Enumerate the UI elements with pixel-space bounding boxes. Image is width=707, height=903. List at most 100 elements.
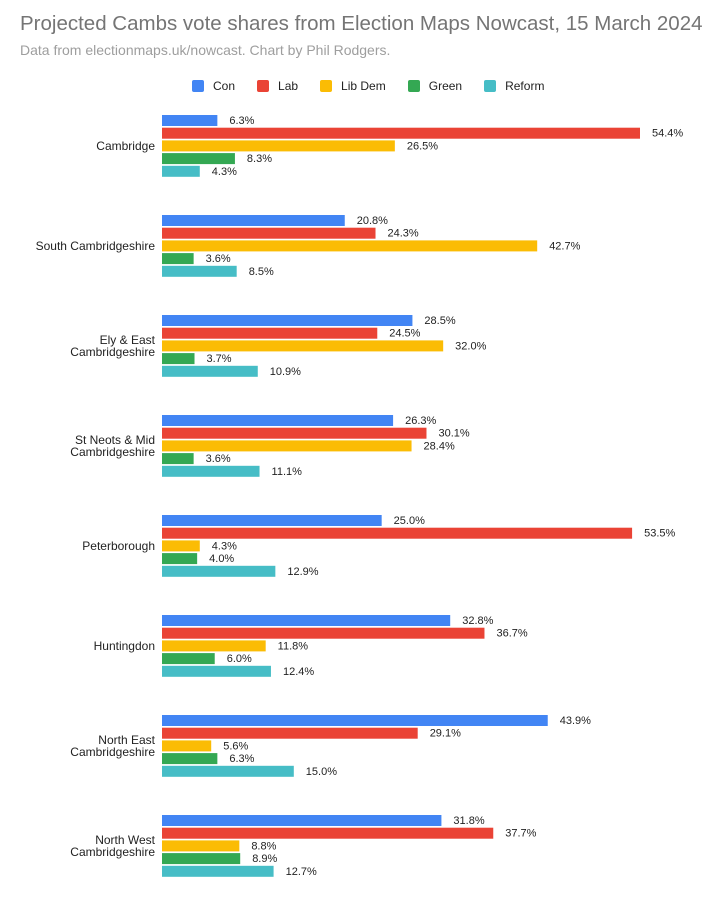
bar-south-cambridgeshire-lab[interactable] bbox=[162, 227, 376, 239]
data-label-huntingdon-reform: 12.4% bbox=[283, 666, 314, 678]
data-label-south-cambridgeshire-lib-dem: 42.7% bbox=[549, 240, 580, 252]
category-label-north-east-cambridgeshire: North East Cambridgeshire bbox=[70, 733, 155, 759]
category-label-line: Peterborough bbox=[82, 539, 155, 553]
bar-cambridge-lib-dem[interactable] bbox=[162, 140, 395, 152]
category-label-line: Cambridgeshire bbox=[70, 745, 155, 759]
legend-swatch-con bbox=[192, 80, 204, 92]
data-label-south-cambridgeshire-green: 3.6% bbox=[206, 253, 231, 265]
legend: Con Lab Lib Dem Green Reform bbox=[192, 79, 566, 93]
legend-swatch-lab bbox=[257, 80, 270, 92]
bar-huntingdon-con[interactable] bbox=[162, 615, 451, 626]
bar-peterborough-green[interactable] bbox=[162, 553, 198, 565]
bar-st-neots-and-mid-cambridgeshire-green[interactable] bbox=[162, 453, 194, 465]
bar-north-east-cambridgeshire-green[interactable] bbox=[162, 753, 218, 765]
legend-label-green: Green bbox=[428, 79, 463, 93]
bar-north-west-cambridgeshire-green[interactable] bbox=[162, 853, 241, 865]
data-label-ely-and-east-cambridgeshire-reform: 10.9% bbox=[270, 366, 301, 378]
data-label-st-neots-and-mid-cambridgeshire-con: 26.3% bbox=[405, 415, 436, 427]
data-label-south-cambridgeshire-reform: 8.5% bbox=[249, 266, 274, 278]
bar-huntingdon-reform[interactable] bbox=[162, 665, 271, 677]
data-label-peterborough-lib-dem: 4.3% bbox=[212, 540, 237, 552]
data-label-st-neots-and-mid-cambridgeshire-green: 3.6% bbox=[206, 453, 231, 465]
bar-north-east-cambridgeshire-lib-dem[interactable] bbox=[162, 740, 212, 752]
bar-south-cambridgeshire-con[interactable] bbox=[162, 215, 345, 226]
category-label-line: Cambridgeshire bbox=[70, 345, 155, 359]
data-label-huntingdon-lab: 36.7% bbox=[496, 628, 527, 640]
bar-peterborough-reform[interactable] bbox=[162, 565, 276, 577]
data-label-ely-and-east-cambridgeshire-lib-dem: 32.0% bbox=[455, 340, 486, 352]
data-label-north-west-cambridgeshire-con: 31.8% bbox=[453, 815, 484, 827]
category-label-cambridge: Cambridge bbox=[96, 139, 155, 153]
bar-north-west-cambridgeshire-con[interactable] bbox=[162, 815, 442, 826]
data-label-south-cambridgeshire-lab: 24.3% bbox=[388, 228, 419, 240]
bar-south-cambridgeshire-lib-dem[interactable] bbox=[162, 240, 538, 252]
category-label-peterborough: Peterborough bbox=[82, 539, 155, 553]
bar-huntingdon-lab[interactable] bbox=[162, 627, 485, 639]
legend-item-lib-dem[interactable]: Lib Dem bbox=[320, 79, 386, 93]
category-label-line: St Neots & Mid bbox=[75, 433, 155, 447]
bar-north-west-cambridgeshire-reform[interactable] bbox=[162, 865, 274, 877]
data-label-cambridge-con: 6.3% bbox=[229, 115, 254, 127]
category-label-line: Cambridgeshire bbox=[70, 845, 155, 859]
data-label-north-west-cambridgeshire-lib-dem: 8.8% bbox=[251, 840, 276, 852]
bar-huntingdon-green[interactable] bbox=[162, 653, 215, 665]
bar-south-cambridgeshire-reform[interactable] bbox=[162, 265, 237, 277]
bar-north-east-cambridgeshire-reform[interactable] bbox=[162, 765, 294, 777]
bar-cambridge-con[interactable] bbox=[162, 115, 218, 126]
category-label-huntingdon: Huntingdon bbox=[94, 639, 155, 653]
legend-swatch-lib-dem bbox=[320, 80, 333, 92]
legend-swatch-green bbox=[407, 80, 420, 92]
bar-st-neots-and-mid-cambridgeshire-reform[interactable] bbox=[162, 465, 260, 477]
legend-label-lib-dem: Lib Dem bbox=[341, 79, 386, 93]
category-label-line: Huntingdon bbox=[94, 639, 155, 653]
bar-cambridge-green[interactable] bbox=[162, 153, 235, 165]
data-label-peterborough-reform: 12.9% bbox=[287, 566, 318, 578]
bar-north-west-cambridgeshire-lab[interactable] bbox=[162, 827, 494, 839]
bar-peterborough-lib-dem[interactable] bbox=[162, 540, 200, 552]
bar-south-cambridgeshire-green[interactable] bbox=[162, 253, 194, 265]
legend-label-con: Con bbox=[213, 79, 236, 93]
data-label-south-cambridgeshire-con: 20.8% bbox=[357, 215, 388, 227]
data-label-north-west-cambridgeshire-lab: 37.7% bbox=[505, 828, 536, 840]
legend-label-lab: Lab bbox=[278, 79, 299, 93]
data-label-cambridge-lab: 54.4% bbox=[652, 128, 683, 140]
category-label-line: North East bbox=[98, 733, 155, 747]
legend-label-reform: Reform bbox=[505, 79, 545, 93]
bar-ely-and-east-cambridgeshire-lab[interactable] bbox=[162, 327, 378, 339]
bar-st-neots-and-mid-cambridgeshire-lib-dem[interactable] bbox=[162, 440, 412, 452]
bar-ely-and-east-cambridgeshire-green[interactable] bbox=[162, 353, 195, 365]
bar-st-neots-and-mid-cambridgeshire-con[interactable] bbox=[162, 415, 394, 426]
legend-item-reform[interactable]: Reform bbox=[484, 79, 544, 93]
bar-north-east-cambridgeshire-con[interactable] bbox=[162, 715, 548, 726]
data-label-north-east-cambridgeshire-con: 43.9% bbox=[560, 715, 591, 727]
category-label-line: North West bbox=[95, 833, 155, 847]
data-label-peterborough-con: 25.0% bbox=[394, 515, 425, 527]
data-label-north-east-cambridgeshire-green: 6.3% bbox=[229, 753, 254, 765]
bar-st-neots-and-mid-cambridgeshire-lab[interactable] bbox=[162, 427, 427, 439]
data-label-north-west-cambridgeshire-reform: 12.7% bbox=[286, 866, 317, 878]
bar-cambridge-lab[interactable] bbox=[162, 127, 640, 139]
data-label-st-neots-and-mid-cambridgeshire-reform: 11.1% bbox=[272, 466, 303, 478]
category-label-line: Cambridgeshire bbox=[70, 445, 155, 459]
legend-item-lab[interactable]: Lab bbox=[257, 79, 298, 93]
data-label-cambridge-green: 8.3% bbox=[247, 153, 272, 165]
data-label-north-east-cambridgeshire-lib-dem: 5.6% bbox=[223, 740, 248, 752]
legend-item-green[interactable]: Green bbox=[407, 79, 463, 93]
bar-cambridge-reform[interactable] bbox=[162, 165, 200, 177]
category-label-ely-and-east-cambridgeshire: Ely & East Cambridgeshire bbox=[70, 333, 155, 359]
bar-ely-and-east-cambridgeshire-reform[interactable] bbox=[162, 365, 258, 377]
legend-item-con[interactable]: Con bbox=[192, 79, 235, 93]
bar-peterborough-con[interactable] bbox=[162, 515, 382, 526]
bar-huntingdon-lib-dem[interactable] bbox=[162, 640, 266, 652]
category-label-south-cambridgeshire: South Cambridgeshire bbox=[36, 239, 156, 253]
data-label-huntingdon-con: 32.8% bbox=[462, 615, 493, 627]
data-label-peterborough-green: 4.0% bbox=[209, 553, 234, 565]
bar-ely-and-east-cambridgeshire-lib-dem[interactable] bbox=[162, 340, 444, 352]
bar-north-west-cambridgeshire-lib-dem[interactable] bbox=[162, 840, 240, 852]
bar-ely-and-east-cambridgeshire-con[interactable] bbox=[162, 315, 413, 326]
bar-peterborough-lab[interactable] bbox=[162, 527, 633, 539]
category-label-line: South Cambridgeshire bbox=[36, 239, 156, 253]
data-label-ely-and-east-cambridgeshire-green: 3.7% bbox=[207, 353, 232, 365]
bar-north-east-cambridgeshire-lab[interactable] bbox=[162, 727, 418, 739]
data-label-peterborough-lab: 53.5% bbox=[644, 528, 675, 540]
